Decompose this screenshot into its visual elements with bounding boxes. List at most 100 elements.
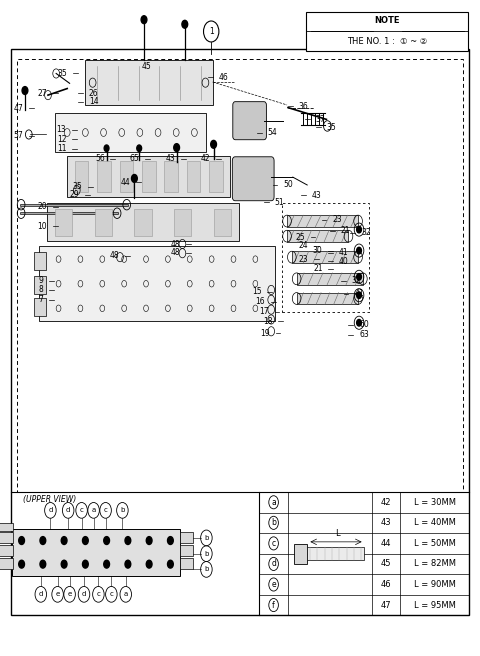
Text: b: b (204, 550, 209, 557)
Text: 36: 36 (299, 102, 308, 111)
Text: 65: 65 (130, 154, 139, 163)
Bar (120, 161, 133, 192)
Text: e: e (68, 591, 72, 598)
Bar (39, 246, 275, 321)
Text: 17: 17 (259, 307, 269, 316)
Text: 23: 23 (299, 255, 308, 264)
Text: 13: 13 (57, 125, 66, 134)
Text: 50: 50 (283, 180, 293, 190)
Circle shape (19, 560, 24, 568)
Text: 42: 42 (201, 154, 210, 163)
Bar (180, 532, 193, 543)
Bar (0, 532, 13, 543)
Text: 9: 9 (38, 276, 43, 285)
Bar (12, 529, 180, 576)
Text: 21: 21 (341, 226, 350, 236)
Text: 51: 51 (275, 197, 284, 207)
Bar (308, 547, 364, 560)
Text: 19: 19 (260, 329, 270, 338)
Text: b: b (204, 535, 209, 541)
Text: 7: 7 (38, 295, 43, 304)
Circle shape (125, 537, 131, 544)
Text: 41: 41 (338, 248, 348, 257)
Text: d: d (82, 591, 86, 598)
Text: 46: 46 (218, 73, 228, 82)
Circle shape (357, 319, 361, 326)
Bar (34, 276, 46, 294)
Text: d: d (38, 591, 43, 598)
Text: 35: 35 (73, 182, 83, 192)
Text: 23: 23 (332, 215, 342, 224)
Circle shape (146, 537, 152, 544)
Text: 27: 27 (37, 89, 47, 98)
Text: 56: 56 (95, 154, 105, 163)
Circle shape (83, 560, 88, 568)
Circle shape (125, 560, 131, 568)
FancyBboxPatch shape (232, 157, 274, 201)
Text: 11: 11 (57, 144, 66, 154)
Circle shape (146, 560, 152, 568)
Bar (165, 161, 178, 192)
Text: c: c (272, 539, 276, 548)
Bar (180, 545, 193, 556)
Bar (292, 251, 358, 263)
Circle shape (168, 560, 173, 568)
Bar (85, 60, 213, 105)
Bar (55, 113, 206, 152)
Circle shape (61, 560, 67, 568)
Text: (UPPER VIEW): (UPPER VIEW) (23, 495, 76, 504)
Bar (47, 203, 239, 241)
Text: 45: 45 (142, 62, 151, 72)
Bar (0, 558, 13, 569)
Text: c: c (109, 591, 113, 598)
Text: 42: 42 (381, 498, 391, 507)
Bar (134, 209, 152, 236)
Circle shape (182, 20, 188, 28)
Text: 48: 48 (170, 248, 180, 257)
Bar (209, 161, 223, 192)
Circle shape (357, 292, 361, 298)
Text: 57: 57 (13, 131, 23, 140)
Text: 21: 21 (313, 264, 323, 274)
Text: 43: 43 (312, 191, 322, 200)
Text: THE NO. 1 :  ① ~ ②: THE NO. 1 : ① ~ ② (347, 37, 428, 45)
Bar (11, 49, 469, 615)
Text: 25: 25 (295, 233, 305, 242)
Circle shape (83, 537, 88, 544)
Circle shape (357, 274, 361, 280)
Text: b: b (271, 518, 276, 527)
Text: d: d (66, 507, 71, 514)
Text: b: b (120, 507, 125, 514)
Text: c: c (96, 591, 100, 598)
Text: 12: 12 (57, 134, 66, 144)
Circle shape (22, 87, 28, 94)
Bar (95, 209, 112, 236)
Text: 26: 26 (89, 89, 98, 98)
Circle shape (174, 144, 180, 152)
Bar (34, 298, 46, 316)
Circle shape (61, 537, 67, 544)
Bar (97, 161, 111, 192)
Text: 8: 8 (38, 285, 43, 295)
Text: 16: 16 (255, 297, 265, 306)
Bar (294, 544, 308, 564)
Bar (75, 161, 88, 192)
Bar (297, 273, 363, 285)
Text: a: a (124, 591, 128, 598)
Text: 1: 1 (209, 27, 214, 36)
Bar (142, 161, 156, 192)
Text: d: d (48, 507, 53, 514)
Text: NOTE: NOTE (374, 16, 400, 24)
Circle shape (19, 537, 24, 544)
Text: 54: 54 (268, 128, 277, 137)
Bar (287, 230, 348, 242)
Circle shape (104, 537, 109, 544)
Text: 24: 24 (299, 241, 308, 251)
Text: 30: 30 (313, 246, 323, 255)
Text: 29: 29 (70, 190, 79, 199)
Circle shape (211, 140, 216, 148)
Circle shape (168, 537, 173, 544)
Text: 43: 43 (381, 518, 391, 527)
Text: 63: 63 (359, 330, 369, 339)
Bar (174, 209, 191, 236)
